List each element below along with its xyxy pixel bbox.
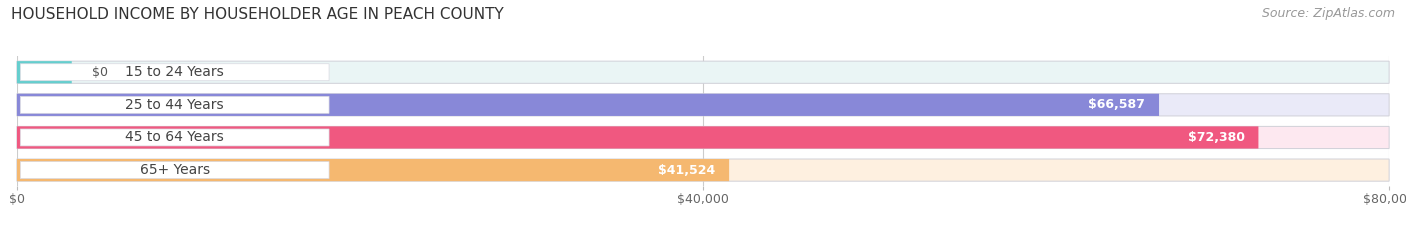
Text: $0: $0 xyxy=(93,66,108,79)
FancyBboxPatch shape xyxy=(17,61,1389,83)
Text: 25 to 44 Years: 25 to 44 Years xyxy=(125,98,224,112)
Text: $72,380: $72,380 xyxy=(1188,131,1244,144)
FancyBboxPatch shape xyxy=(17,126,1389,149)
Text: $41,524: $41,524 xyxy=(658,164,716,177)
FancyBboxPatch shape xyxy=(17,94,1389,116)
FancyBboxPatch shape xyxy=(20,129,329,146)
FancyBboxPatch shape xyxy=(17,126,1258,149)
Text: 65+ Years: 65+ Years xyxy=(139,163,209,177)
FancyBboxPatch shape xyxy=(17,159,1389,181)
FancyBboxPatch shape xyxy=(17,61,72,83)
FancyBboxPatch shape xyxy=(17,159,730,181)
FancyBboxPatch shape xyxy=(20,64,329,81)
Text: 15 to 24 Years: 15 to 24 Years xyxy=(125,65,224,79)
FancyBboxPatch shape xyxy=(20,96,329,113)
Text: Source: ZipAtlas.com: Source: ZipAtlas.com xyxy=(1261,7,1395,20)
Text: $66,587: $66,587 xyxy=(1088,98,1146,111)
Text: HOUSEHOLD INCOME BY HOUSEHOLDER AGE IN PEACH COUNTY: HOUSEHOLD INCOME BY HOUSEHOLDER AGE IN P… xyxy=(11,7,503,22)
FancyBboxPatch shape xyxy=(17,94,1159,116)
Text: 45 to 64 Years: 45 to 64 Years xyxy=(125,130,224,144)
FancyBboxPatch shape xyxy=(20,162,329,178)
